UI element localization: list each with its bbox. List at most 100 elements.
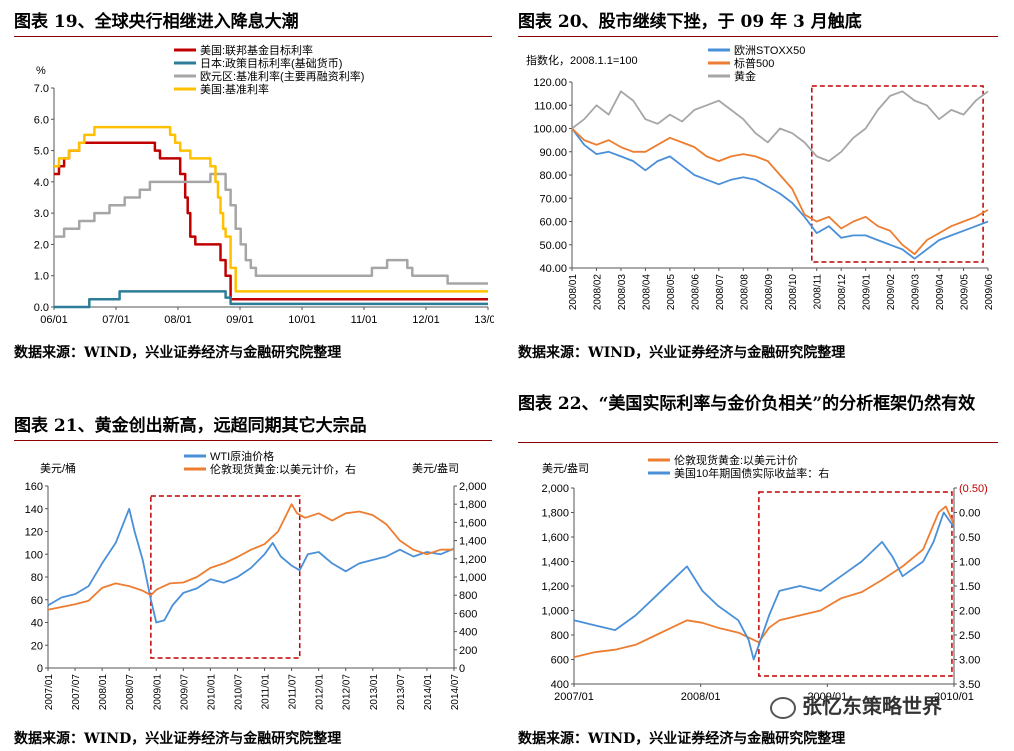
chart20-x-tick-label: 2009/05 bbox=[960, 274, 971, 311]
chart21-y-right-tick-label: 600 bbox=[459, 608, 477, 620]
chart22-series-1-line bbox=[573, 505, 955, 658]
chart22-gold-real-rate: 400 600 800 1,000 1,200 1,400 1,600 1,800 2,000 (… bbox=[541, 453, 987, 703]
chart19-y-tick-label: 3.0 bbox=[34, 208, 49, 220]
chart20-series-3-line bbox=[571, 90, 989, 162]
chart21-y-tick-label: 80 bbox=[31, 572, 43, 584]
chart21-y-tick-label: 120 bbox=[25, 527, 43, 539]
chart22-y-tick-label: 2,000 bbox=[541, 483, 569, 495]
chart19-y-unit-label: % bbox=[36, 65, 46, 77]
chart21-gold-oil: 0 20 40 60 80 100 120 140 160 0 200 400 600 800 1,000 1… bbox=[25, 449, 487, 711]
chart20-highlight-box bbox=[811, 85, 984, 263]
chart21-x-tick-label: 2007/07 bbox=[71, 674, 82, 711]
chart20-title: 图表 20、股市继续下挫，于 09 年 3 月触底 bbox=[518, 12, 862, 32]
chart21-series-2-line bbox=[47, 503, 454, 611]
chart21-y-right-tick-label: 800 bbox=[459, 590, 477, 602]
chart19-x-tick-label: 07/01 bbox=[102, 314, 130, 326]
chart19-x-tick-label: 12/01 bbox=[412, 314, 440, 326]
chart21-y-right-tick-label: 1,000 bbox=[459, 572, 487, 584]
chart21-x-tick-label: 2009/01 bbox=[152, 674, 163, 711]
chart22-y-tick-label: 600 bbox=[551, 655, 569, 667]
chart20-x-tick-label: 2009/01 bbox=[862, 274, 873, 311]
chart21-x-tick-label: 2008/07 bbox=[125, 674, 136, 711]
watermark-text: 张忆东策略世界 bbox=[802, 694, 942, 718]
chart21-y-tick-label: 100 bbox=[25, 549, 43, 561]
chart21-legend-label-1: WTI原油价格 bbox=[210, 449, 274, 463]
chart19-x-tick-label: 08/01 bbox=[164, 314, 192, 326]
chart20-x-tick-label: 2008/05 bbox=[666, 274, 677, 311]
watermark: 张忆东策略世界 bbox=[770, 690, 942, 719]
chart21-y-tick-label: 60 bbox=[31, 595, 43, 607]
chart22-x-tick-label: 2009/01 bbox=[807, 691, 847, 703]
chart20-stock-index: 40.00 50.00 60.00 70.00 80.00 90.00 100.00 110.… bbox=[526, 44, 995, 311]
chart21-y-right-tick-label: 400 bbox=[459, 627, 477, 639]
chart19-rate-cuts: 0.0 1.0 2.0 3.0 4.0 5.0 6.0 7.0 06/01 07/01 08/01 0… bbox=[34, 43, 494, 326]
chart20-source: 数据来源：WIND，兴业证券经济与金融研究院整理 bbox=[518, 345, 846, 361]
chart22-y-tick-label: 1,400 bbox=[541, 557, 569, 569]
chart20-y-tick-label: 70.00 bbox=[539, 193, 567, 205]
chart22-legend-label-1: 伦敦现货黄金:以美元计价 bbox=[674, 453, 798, 467]
chart20-x-tick-label: 2008/07 bbox=[715, 274, 726, 311]
chart21-x-tick-label: 2007/01 bbox=[44, 674, 55, 711]
chart19-x-tick-label: 11/01 bbox=[351, 314, 378, 326]
chart22-y-right-tick-label: 3.50 bbox=[959, 679, 980, 691]
chart20-x-tick-label: 2008/08 bbox=[739, 274, 750, 311]
chart20-legend-label-3: 黄金 bbox=[734, 69, 756, 83]
chart21-y-right-tick-label: 200 bbox=[459, 645, 477, 657]
chart22-y-right-tick-label: 1.50 bbox=[959, 581, 980, 593]
chart21-x-tick-label: 2011/01 bbox=[261, 674, 272, 710]
chart19-x-tick-label: 10/01 bbox=[288, 314, 316, 326]
wechat-icon bbox=[770, 696, 796, 719]
chart22-y-tick-label: 800 bbox=[551, 630, 569, 642]
chart20-y-tick-label: 60.00 bbox=[539, 217, 567, 229]
chart22-y-tick-label: 1,800 bbox=[541, 508, 569, 520]
chart22-source: 数据来源：WIND，兴业证券经济与金融研究院整理 bbox=[518, 731, 846, 747]
chart19-y-tick-label: 5.0 bbox=[34, 146, 49, 158]
chart20-title-rule bbox=[518, 36, 998, 37]
chart21-y-tick-label: 0 bbox=[37, 663, 43, 675]
chart22-title: 图表 22、“美国实际利率与金价负相关”的分析框架仍然有效 bbox=[518, 394, 976, 414]
chart20-y-unit-label: 指数化，2008.1.1=100 bbox=[526, 53, 638, 67]
chart19-title-rule bbox=[14, 36, 492, 37]
chart19-series-3-line bbox=[54, 172, 488, 285]
chart20-y-tick-label: 50.00 bbox=[539, 240, 567, 252]
chart22-y-tick-label: 400 bbox=[551, 679, 569, 691]
chart22-y-right-tick-label: 2.00 bbox=[959, 606, 980, 618]
chart21-y-tick-label: 20 bbox=[31, 640, 43, 652]
chart22-y-tick-label: 1,600 bbox=[541, 532, 569, 544]
chart20-y-tick-label: 110.00 bbox=[534, 100, 567, 112]
chart20-x-tick-label: 2008/03 bbox=[617, 274, 628, 311]
chart22-y-tick-label: 1,200 bbox=[541, 581, 569, 593]
chart20-x-tick-label: 2008/10 bbox=[788, 274, 799, 311]
chart21-x-tick-label: 2014/01 bbox=[423, 674, 434, 711]
chart21-legend-label-2: 伦敦现货黄金:以美元计价，右 bbox=[210, 462, 356, 476]
chart20-x-tick-label: 2008/09 bbox=[764, 274, 775, 311]
chart22-title-rule bbox=[518, 442, 998, 443]
chart22-y-right-tick-label: 0.50 bbox=[959, 532, 980, 544]
chart20-series-2-line bbox=[571, 127, 989, 255]
chart19-legend-label-4: 美国:基准利率 bbox=[200, 82, 269, 96]
chart22-x-tick-label: 2010/01 bbox=[934, 691, 974, 703]
chart19-series-2-line bbox=[54, 290, 488, 309]
chart21-highlight-box bbox=[150, 495, 301, 659]
chart19-source: 数据来源：WIND，兴业证券经济与金融研究院整理 bbox=[14, 345, 342, 361]
chart21-y-right-tick-label: 2,000 bbox=[459, 481, 487, 493]
chart21-x-tick-label: 2012/07 bbox=[342, 674, 353, 711]
chart19-legend-label-2: 日本:政策目标利率(基础货币) bbox=[200, 56, 342, 70]
chart20-legend-label-2: 标普500 bbox=[734, 56, 774, 70]
chart22-legend-label-2: 美国10年期国债实际收益率：右 bbox=[674, 466, 829, 480]
chart19-y-tick-label: 2.0 bbox=[34, 239, 49, 251]
chart20-x-tick-label: 2009/06 bbox=[984, 274, 995, 311]
chart22-series-2-line bbox=[573, 511, 955, 661]
chart21-x-tick-label: 2011/07 bbox=[288, 674, 299, 710]
chart22-y-tick-label: 1,000 bbox=[541, 606, 569, 618]
chart20-x-tick-label: 2009/02 bbox=[886, 274, 897, 311]
chart19-legend-label-3: 欧元区:基准利率(主要再融资利率) bbox=[200, 69, 364, 83]
chart20-y-tick-label: 90.00 bbox=[539, 147, 567, 159]
chart19-x-tick-label: 13/01 bbox=[474, 314, 494, 326]
chart20-x-tick-label: 2008/02 bbox=[592, 274, 603, 311]
chart19-legend-label-1: 美国:联邦基金目标利率 bbox=[200, 43, 313, 57]
chart21-x-tick-label: 2010/01 bbox=[206, 674, 217, 711]
chart21-y-right-label: 美元/盎司 bbox=[412, 461, 459, 475]
chart21-x-tick-label: 2010/07 bbox=[233, 674, 244, 711]
chart21-x-tick-label: 2014/07 bbox=[450, 674, 461, 711]
